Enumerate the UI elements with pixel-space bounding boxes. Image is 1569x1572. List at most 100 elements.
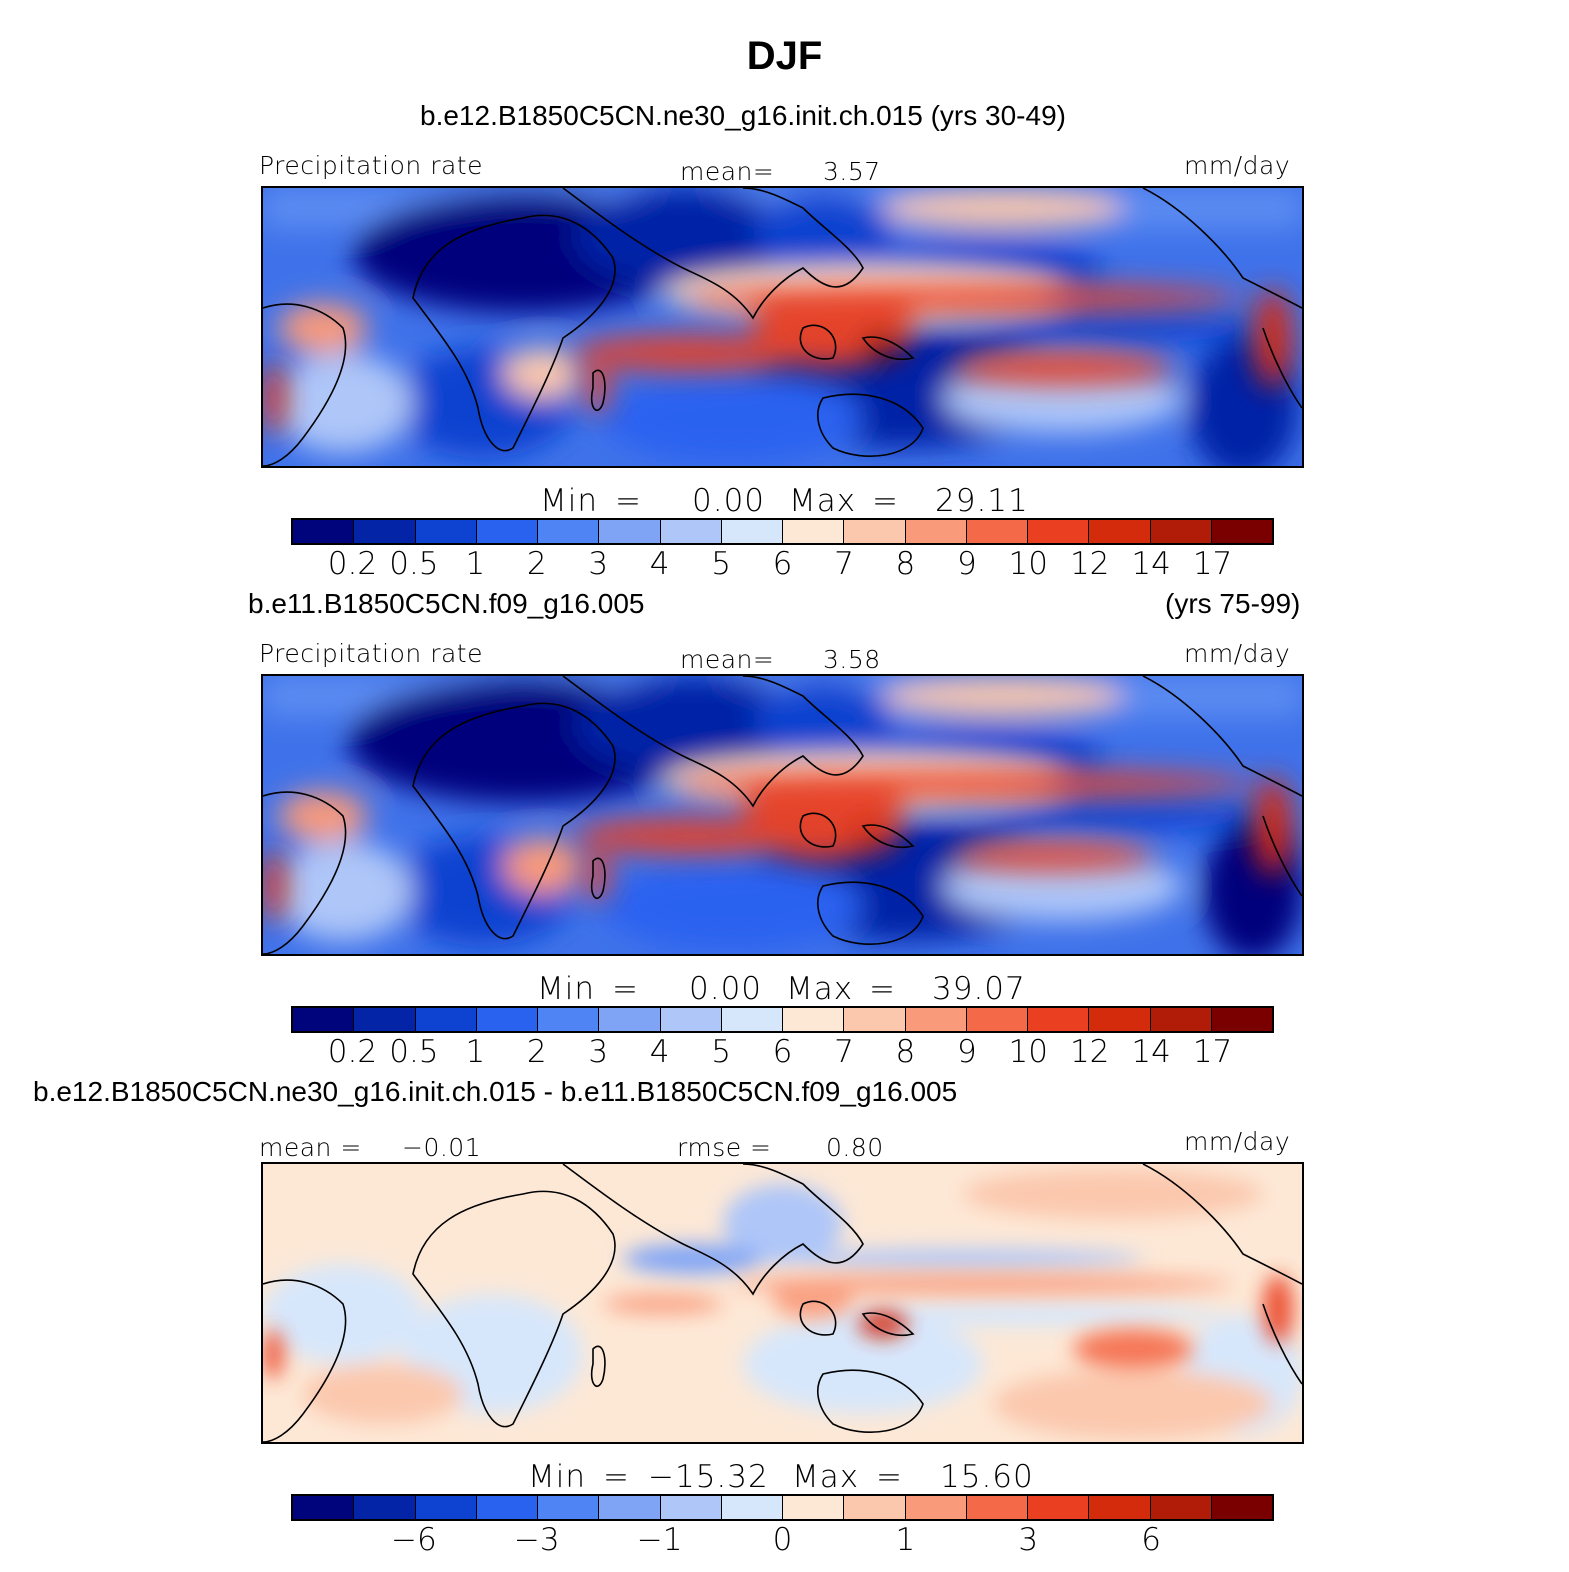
colorbar-swatch — [599, 1496, 661, 1519]
panel-2-case-years: (yrs 75-99) — [1165, 588, 1301, 619]
colorbar-tick-label: −1 — [636, 1522, 683, 1558]
colorbar-swatch — [1150, 1496, 1212, 1519]
colorbar-swatch — [415, 1008, 477, 1031]
colorbar-tick-label: 4 — [649, 1034, 670, 1070]
panel-1-units: mm/day — [1184, 151, 1291, 180]
colorbar-tick-label: 9 — [956, 546, 977, 582]
panel-1-colorbar — [291, 518, 1274, 545]
panel-2-max-eq: = — [869, 971, 896, 1007]
colorbar-swatch — [1150, 1008, 1212, 1031]
colorbar-tick-label: 14 — [1131, 546, 1171, 582]
panel-3-max-value: 15.60 — [940, 1459, 1034, 1495]
panel-1-max-value: 29.11 — [935, 483, 1029, 519]
panel-2-units: mm/day — [1184, 639, 1291, 668]
colorbar-swatch — [1089, 1496, 1151, 1519]
panel-3-min-label: Min — [528, 1459, 587, 1495]
panel-1-coastlines — [263, 188, 1302, 466]
colorbar-tick-label: 6 — [1141, 1522, 1161, 1558]
colorbar-tick-label: 8 — [895, 1034, 916, 1070]
panel-2-mean-label: mean= — [680, 645, 775, 674]
page-title: DJF — [746, 34, 823, 78]
panel-2-colorbar — [291, 1006, 1274, 1033]
panel-2-case-title: b.e11.B1850C5CN.f09_g16.005 — [248, 588, 645, 619]
colorbar-swatch — [783, 1008, 845, 1031]
colorbar-tick-label: 10 — [1008, 1034, 1048, 1070]
colorbar-tick-label: 9 — [956, 1034, 977, 1070]
panel-3-mean-label: mean = — [259, 1133, 362, 1162]
colorbar-tick-label: 6 — [772, 1034, 793, 1070]
panel-1-min-eq: = — [615, 483, 642, 519]
colorbar-tick-label: 5 — [711, 1034, 731, 1070]
colorbar-tick-label: 1 — [465, 546, 486, 582]
colorbar-tick-label: 1 — [895, 1522, 916, 1558]
colorbar-swatch — [660, 1496, 722, 1519]
colorbar-swatch — [844, 1496, 906, 1519]
panel-1-colorbar-ticks: 0.2 0.5 1 2 3 4 5 6 7 8 9 10 12 14 17 — [0, 546, 1569, 586]
colorbar-tick-label: 12 — [1069, 1034, 1110, 1070]
colorbar-swatch — [538, 1496, 600, 1519]
colorbar-swatch — [721, 1008, 783, 1031]
colorbar-tick-label: 2 — [526, 546, 547, 582]
panel-2-max-value: 39.07 — [932, 971, 1026, 1007]
panel-1-min-value: 0.00 — [692, 483, 766, 519]
panel-3-rmse-label: rmse = — [677, 1133, 772, 1162]
colorbar-tick-label: 0.5 — [389, 546, 439, 582]
panel-2-max-label: Max — [786, 971, 854, 1007]
colorbar-swatch — [844, 520, 906, 543]
colorbar-swatch — [354, 1008, 416, 1031]
panel-2-min-value: 0.00 — [689, 971, 763, 1007]
colorbar-swatch — [415, 520, 477, 543]
panel-2-precip-map — [261, 674, 1304, 956]
colorbar-tick-label: 3 — [588, 1034, 609, 1070]
panel-3-colorbar — [291, 1494, 1274, 1521]
colorbar-swatch — [599, 1008, 661, 1031]
colorbar-tick-label: 3 — [588, 546, 609, 582]
panel-2-mean-value: 3.58 — [823, 645, 881, 674]
colorbar-swatch — [1028, 1008, 1090, 1031]
colorbar-swatch — [1211, 1496, 1272, 1519]
colorbar-swatch — [783, 520, 845, 543]
colorbar-swatch — [966, 1008, 1028, 1031]
colorbar-tick-label: 8 — [895, 546, 916, 582]
panel-1-variable-label: Precipitation rate — [259, 151, 483, 180]
colorbar-swatch — [354, 1496, 416, 1519]
panel-2-min-eq: = — [612, 971, 639, 1007]
colorbar-tick-label: 5 — [711, 546, 731, 582]
panel-3-max-label: Max — [792, 1459, 860, 1495]
colorbar-tick-label: 2 — [526, 1034, 547, 1070]
panel-3-min-value: −15.32 — [648, 1459, 769, 1495]
colorbar-swatch — [966, 520, 1028, 543]
panel-3-colorbar-ticks: −6 −3 −1 0 1 3 6 — [0, 1522, 1569, 1562]
panel-1-min-label: Min — [540, 483, 599, 519]
colorbar-tick-label: 10 — [1008, 546, 1048, 582]
colorbar-swatch — [293, 520, 355, 543]
colorbar-swatch — [966, 1496, 1028, 1519]
colorbar-swatch — [354, 520, 416, 543]
panel-1-mean-value: 3.57 — [823, 157, 881, 186]
colorbar-swatch — [905, 1496, 967, 1519]
colorbar-tick-label: 6 — [772, 546, 793, 582]
colorbar-swatch — [476, 1008, 538, 1031]
colorbar-swatch — [1089, 520, 1151, 543]
panel-1-max-eq: = — [872, 483, 899, 519]
colorbar-swatch — [293, 1496, 355, 1519]
panel-3-min-eq: = — [603, 1459, 630, 1495]
colorbar-swatch — [1150, 520, 1212, 543]
colorbar-swatch — [660, 520, 722, 543]
panel-1-precip-map — [261, 186, 1304, 468]
colorbar-tick-label: 12 — [1069, 546, 1110, 582]
colorbar-swatch — [721, 1496, 783, 1519]
colorbar-swatch — [1089, 1008, 1151, 1031]
colorbar-swatch — [415, 1496, 477, 1519]
colorbar-swatch — [538, 520, 600, 543]
panel-3-units: mm/day — [1184, 1127, 1291, 1156]
colorbar-swatch — [599, 520, 661, 543]
panel-2-variable-label: Precipitation rate — [259, 639, 483, 668]
colorbar-tick-label: 7 — [834, 546, 854, 582]
panel-2-colorbar-ticks: 0.2 0.5 1 2 3 4 5 6 7 8 9 10 12 14 17 — [0, 1034, 1569, 1074]
colorbar-tick-label: 7 — [834, 1034, 854, 1070]
colorbar-swatch — [1211, 520, 1272, 543]
colorbar-tick-label: 0.5 — [389, 1034, 439, 1070]
panel-1-case-title: b.e12.B1850C5CN.ne30_g16.init.ch.015 (yr… — [420, 100, 1066, 131]
colorbar-swatch — [844, 1008, 906, 1031]
